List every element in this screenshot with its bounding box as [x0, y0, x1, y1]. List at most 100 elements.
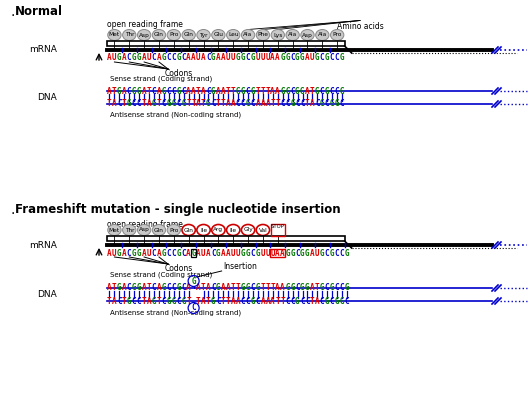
Text: C: C	[340, 100, 344, 108]
Text: C: C	[300, 100, 305, 108]
Text: T: T	[221, 100, 225, 108]
Ellipse shape	[138, 29, 151, 40]
Text: T: T	[270, 100, 275, 108]
Text: Frameshift mutation - single nucleotide insertion: Frameshift mutation - single nucleotide …	[15, 203, 341, 216]
Ellipse shape	[108, 29, 121, 40]
Text: Leu: Leu	[228, 32, 239, 37]
Text: G: G	[132, 87, 136, 95]
Text: A: A	[196, 100, 200, 108]
Text: A: A	[157, 284, 161, 292]
Text: A: A	[221, 249, 225, 257]
Text: Met: Met	[109, 32, 120, 37]
Bar	[270, 249, 285, 257]
Text: G: G	[127, 100, 131, 108]
Ellipse shape	[271, 29, 285, 40]
Text: T: T	[107, 100, 112, 108]
Text: G: G	[290, 249, 295, 257]
Text: A: A	[196, 284, 200, 292]
Ellipse shape	[256, 225, 270, 236]
Text: C: C	[171, 53, 176, 63]
Text: C: C	[167, 53, 171, 63]
Text: Pro: Pro	[169, 32, 178, 37]
Text: U: U	[231, 53, 235, 63]
Text: T: T	[266, 87, 270, 95]
Text: C: C	[211, 100, 216, 108]
Text: .: .	[10, 203, 14, 217]
Text: A: A	[236, 297, 240, 305]
Text: G: G	[256, 249, 260, 257]
Bar	[107, 236, 344, 241]
Text: Gln: Gln	[184, 32, 194, 37]
Text: C: C	[325, 249, 330, 257]
Text: A: A	[266, 100, 270, 108]
Text: U: U	[231, 249, 235, 257]
Ellipse shape	[182, 29, 195, 40]
Text: Gln: Gln	[154, 32, 164, 37]
Text: G: G	[295, 87, 300, 95]
Text: Antisense strand (Non-coding strand): Antisense strand (Non-coding strand)	[110, 111, 241, 118]
Text: G: G	[320, 100, 324, 108]
Text: Ala: Ala	[243, 32, 253, 37]
Text: G: G	[330, 284, 334, 292]
Text: A: A	[186, 87, 191, 95]
Text: T: T	[315, 284, 320, 292]
Text: A: A	[186, 284, 191, 292]
Text: G: G	[320, 284, 324, 292]
Text: T: T	[275, 297, 280, 305]
Text: C: C	[280, 100, 285, 108]
Text: A: A	[122, 87, 126, 95]
Text: U: U	[260, 249, 265, 257]
Text: C: C	[167, 249, 171, 257]
Text: A: A	[270, 87, 275, 95]
Text: G: G	[325, 87, 330, 95]
Text: U: U	[236, 249, 240, 257]
Text: A: A	[270, 53, 275, 63]
Text: G: G	[340, 297, 344, 305]
Text: G: G	[117, 87, 122, 95]
Text: G: G	[285, 87, 290, 95]
Text: T: T	[142, 297, 147, 305]
Text: T: T	[112, 284, 116, 292]
Ellipse shape	[108, 225, 121, 236]
Text: C: C	[136, 297, 141, 305]
Text: Ile: Ile	[230, 228, 237, 233]
Text: U: U	[266, 249, 270, 257]
Text: Sense strand (Coding strand): Sense strand (Coding strand)	[110, 271, 212, 278]
Text: C: C	[132, 297, 136, 305]
Ellipse shape	[241, 225, 255, 236]
Text: DNA: DNA	[37, 290, 57, 299]
Text: G: G	[127, 297, 131, 305]
Text: C: C	[300, 297, 305, 305]
Text: Gln: Gln	[154, 228, 164, 233]
Text: G: G	[330, 249, 334, 257]
Text: A: A	[157, 53, 161, 63]
Text: G: G	[171, 297, 176, 305]
Text: C: C	[325, 100, 330, 108]
Text: G: G	[315, 87, 320, 95]
Text: T: T	[191, 100, 196, 108]
Text: G: G	[280, 53, 285, 63]
Text: A: A	[201, 297, 206, 305]
Text: G: G	[167, 297, 171, 305]
Text: G: G	[181, 297, 186, 305]
Text: A: A	[221, 87, 225, 95]
Text: G: G	[176, 284, 181, 292]
Text: C: C	[285, 297, 290, 305]
Text: T: T	[186, 297, 191, 305]
Text: G: G	[132, 53, 136, 63]
Text: mRNA: mRNA	[29, 45, 57, 55]
Text: T: T	[142, 100, 147, 108]
Text: G: G	[176, 53, 181, 63]
Text: T: T	[201, 100, 206, 108]
Text: C: C	[285, 100, 290, 108]
Ellipse shape	[182, 225, 195, 236]
Text: A: A	[226, 284, 231, 292]
Ellipse shape	[152, 29, 166, 40]
Text: A: A	[231, 297, 235, 305]
Text: T: T	[270, 284, 275, 292]
Text: A: A	[256, 100, 260, 108]
Text: G: G	[151, 100, 156, 108]
Ellipse shape	[167, 225, 180, 236]
Text: C: C	[151, 249, 156, 257]
Text: C: C	[171, 87, 176, 95]
